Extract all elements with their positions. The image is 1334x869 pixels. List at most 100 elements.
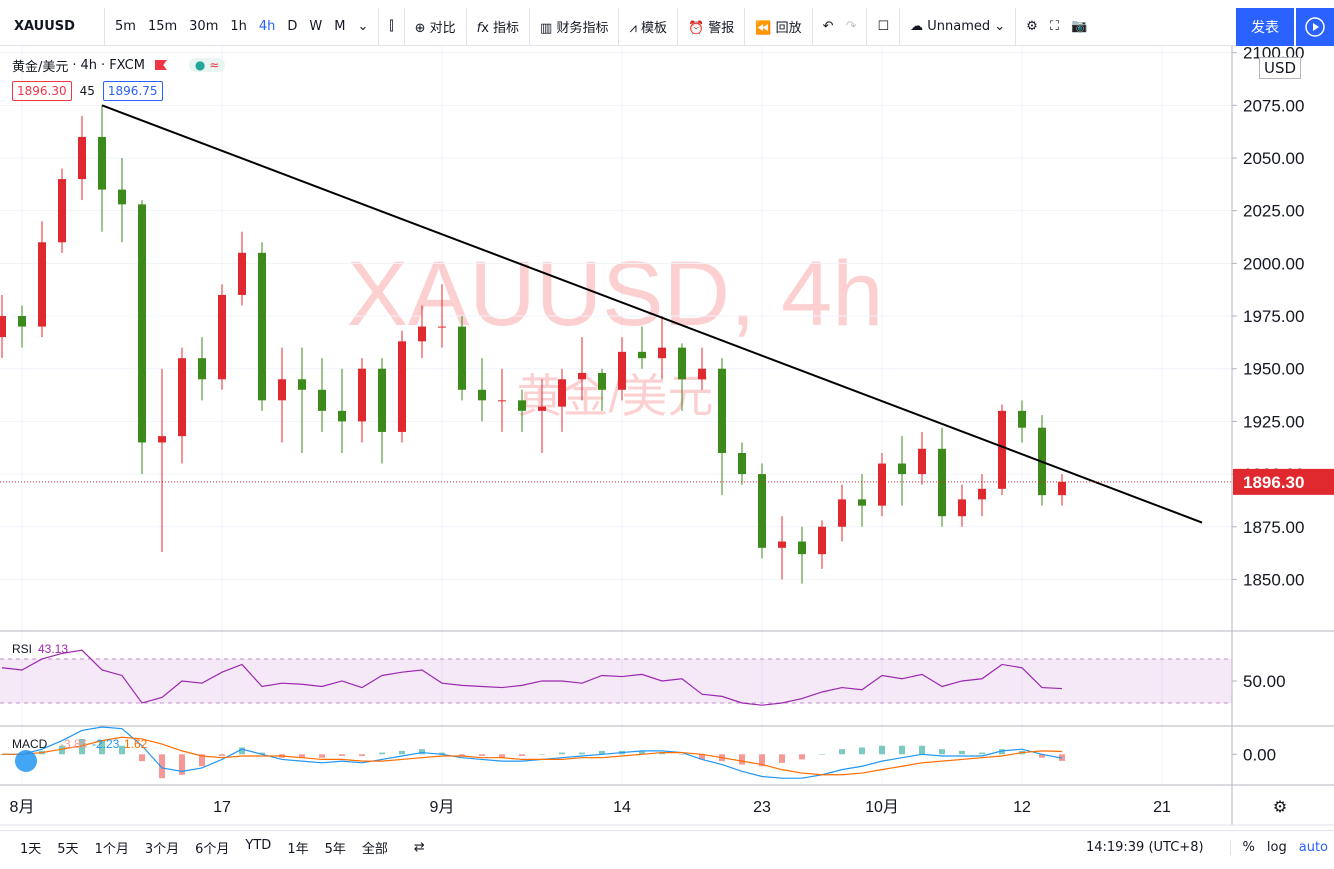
publish-button[interactable]: 发表 xyxy=(1236,8,1294,46)
range-button[interactable]: 1天 xyxy=(20,842,42,857)
candle-body xyxy=(978,488,986,500)
flag[interactable] xyxy=(154,60,167,70)
interval[interactable]: M xyxy=(334,19,346,34)
scale-option[interactable]: log xyxy=(1266,840,1287,855)
x-tick-label: 9月 xyxy=(430,799,455,816)
interval[interactable]: 1h xyxy=(230,19,247,34)
histogram-bar xyxy=(839,749,845,755)
range-button[interactable]: YTD xyxy=(245,838,272,853)
spread: 45 xyxy=(79,84,95,98)
x-tick-label: 10月 xyxy=(865,799,899,816)
interval[interactable]: 15m xyxy=(147,19,178,34)
interval[interactable]: D xyxy=(287,19,298,34)
histogram-bar xyxy=(859,747,865,755)
histogram-bar xyxy=(739,754,745,765)
status[interactable]: ● ≈ xyxy=(188,58,226,72)
histogram-bar xyxy=(239,747,245,755)
currency-label[interactable]: USD xyxy=(1259,57,1302,79)
range-button[interactable]: 1个月 xyxy=(94,842,129,857)
interval[interactable]: 30m xyxy=(189,19,219,34)
histogram-bar xyxy=(559,752,565,755)
range-button[interactable]: 1年 xyxy=(287,842,309,857)
candle-body xyxy=(278,379,286,401)
interval[interactable]: 4h xyxy=(258,19,276,34)
histogram-bar xyxy=(679,754,685,755)
candle-body xyxy=(38,242,46,327)
candle-body xyxy=(98,136,106,190)
histogram-bar xyxy=(299,754,305,758)
interval[interactable]: W xyxy=(309,19,323,34)
settings[interactable]: ⚙ xyxy=(1026,19,1038,34)
y-tick-label: 2050.00 xyxy=(1243,149,1304,168)
layout-name[interactable]: ☁ Unnamed ⌄ xyxy=(910,19,1006,34)
range-button[interactable]: 3个月 xyxy=(144,842,180,857)
ranges: 1天 5天 1个月 3个月 6个月 YTD 1年 5年 全部 xyxy=(0,838,388,857)
compare-dates[interactable]: ⇄ xyxy=(413,840,425,855)
candle-body xyxy=(578,372,586,380)
template-button[interactable]: ⩘ 模板 xyxy=(629,21,667,36)
candle-body xyxy=(358,368,366,422)
fullscreen[interactable]: ⛶ xyxy=(1049,19,1059,34)
y-tick-label: 0.00 xyxy=(1243,745,1276,764)
y-tick-label: 1950.00 xyxy=(1243,360,1304,379)
histogram-bar xyxy=(819,754,825,755)
candle-body xyxy=(838,499,846,527)
snapshot[interactable]: 📷 xyxy=(1070,19,1088,34)
redo[interactable]: ↷ xyxy=(845,19,857,34)
undo[interactable]: ↶ xyxy=(822,19,834,34)
scale-option[interactable]: % xyxy=(1242,840,1255,855)
macd-line xyxy=(2,736,1063,776)
bid[interactable]: 1896.30 xyxy=(12,81,72,101)
indicators-button[interactable]: fx 指标 xyxy=(476,21,520,36)
histogram-bar xyxy=(1039,754,1045,758)
interval[interactable]: 5m xyxy=(115,19,136,34)
candle-body xyxy=(258,252,266,401)
rsi-line xyxy=(1,649,1063,706)
histogram-bar xyxy=(699,754,705,760)
range-button[interactable]: 全部 xyxy=(361,842,388,857)
separator xyxy=(529,7,531,46)
candle-body xyxy=(758,474,766,548)
pane-value: 43.13 xyxy=(38,642,68,656)
histogram-bar xyxy=(179,754,185,775)
separator xyxy=(744,7,746,46)
last-price-box xyxy=(1233,468,1334,495)
histogram-bar xyxy=(599,750,605,755)
dot: · xyxy=(101,57,106,73)
range-button[interactable]: 5天 xyxy=(57,842,79,857)
candle-body xyxy=(958,499,966,517)
symbol[interactable]: XAUUSD xyxy=(14,19,75,34)
scale-option[interactable]: auto xyxy=(1298,840,1328,855)
candle-body xyxy=(738,453,746,475)
separator xyxy=(378,7,380,46)
financials-button[interactable]: ▥ 财务指标 xyxy=(540,21,609,36)
macd-line xyxy=(2,726,1063,779)
range-button[interactable]: 6个月 xyxy=(195,842,230,857)
legend: 黄金/美元 · 4h · FXCM ● ≈ 1896.30 45 1896.75 xyxy=(12,56,226,101)
watermark-symbol: XAUUSD, 4h xyxy=(347,243,884,345)
histogram-bar xyxy=(99,740,105,755)
range-button[interactable]: 5年 xyxy=(324,842,346,857)
y-tick-label: 2075.00 xyxy=(1243,96,1304,115)
candle-body xyxy=(498,400,506,402)
pane-value: 1.62 xyxy=(124,737,148,751)
x-tick-label: 14 xyxy=(613,799,631,816)
compare-button[interactable]: ⊕ 对比 xyxy=(414,21,456,36)
play-button[interactable] xyxy=(1296,8,1334,46)
layout[interactable]: ☐ xyxy=(877,19,890,34)
ask[interactable]: 1896.75 xyxy=(102,81,163,101)
histogram-bar xyxy=(479,754,485,756)
alert-button[interactable]: ⏰ 警报 xyxy=(687,21,735,36)
pane-value: -3.86 xyxy=(60,737,88,751)
separator xyxy=(866,7,868,46)
dropdown[interactable]: ⌄ xyxy=(357,19,369,34)
histogram-bar xyxy=(259,752,265,755)
candle-body xyxy=(858,499,866,506)
chart-style[interactable]: ⫿ xyxy=(389,19,394,34)
histogram-bar xyxy=(979,752,985,755)
label: 财务指标 xyxy=(556,21,609,36)
replay-button[interactable]: ⏪ 回放 xyxy=(755,21,802,36)
candle-body xyxy=(338,410,346,422)
y-tick-label: 2000.00 xyxy=(1243,254,1304,273)
